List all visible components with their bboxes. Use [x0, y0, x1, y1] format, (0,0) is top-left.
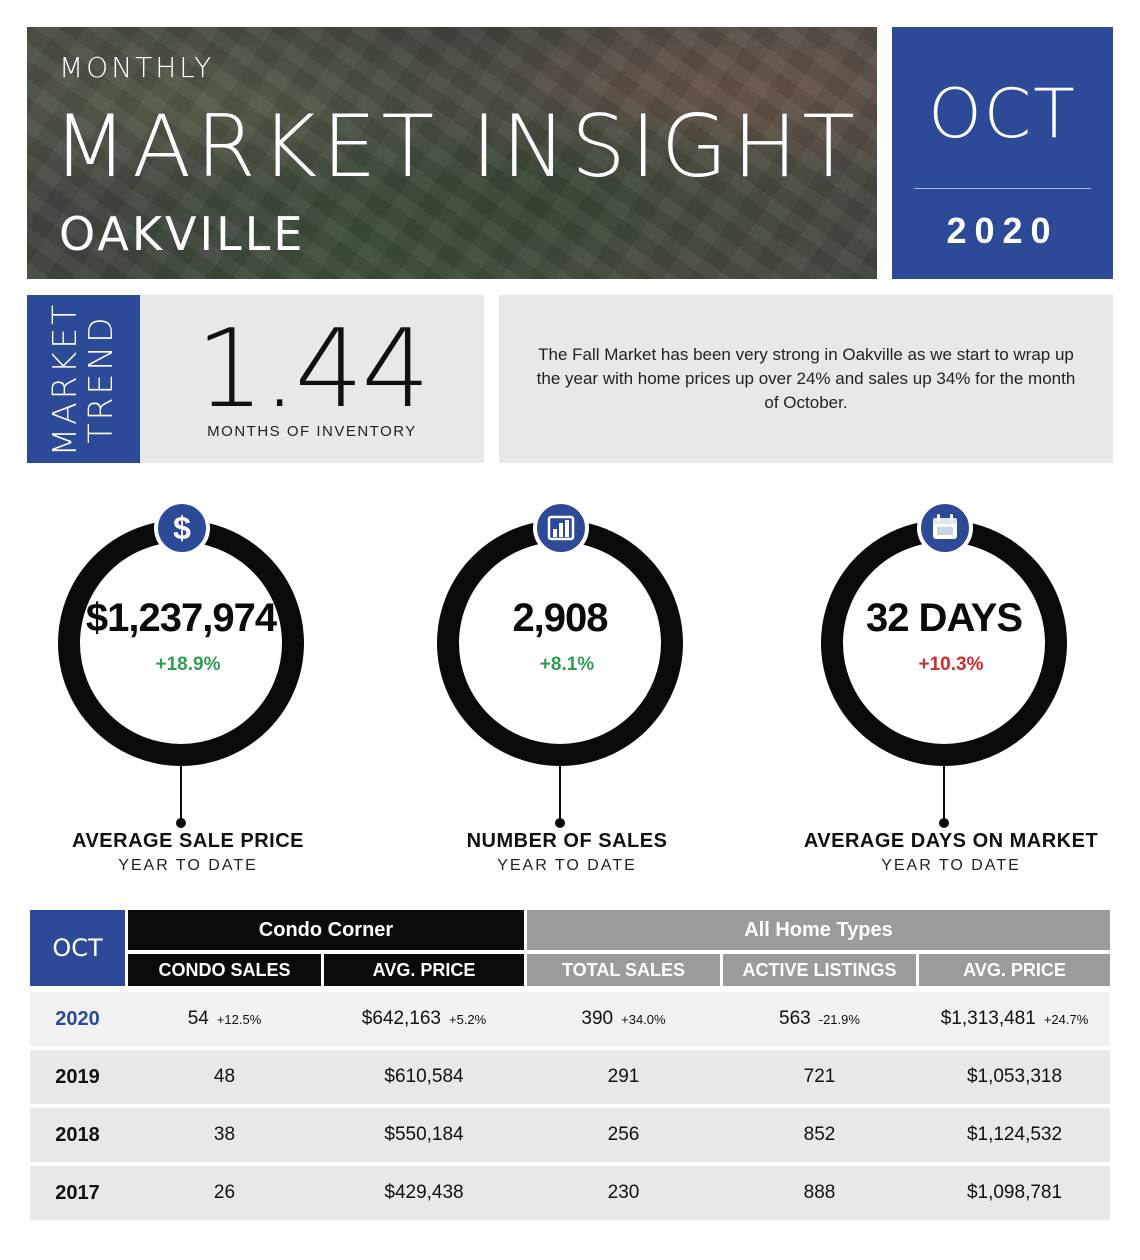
inventory-box: 1.44 MONTHS OF INVENTORY: [140, 295, 484, 463]
column-header-active-listings: ACTIVE LISTINGS: [723, 954, 916, 986]
table-cell: $1,053,318: [966, 1066, 1063, 1087]
row-year: 2018: [55, 1124, 100, 1146]
table-cell: $1,098,781: [966, 1182, 1063, 1203]
table-cell: $1,124,532: [966, 1124, 1063, 1145]
stat-label: AVERAGE SALE PRICE: [72, 830, 304, 852]
stat-value: $1,237,974: [85, 596, 277, 640]
trend-tab-line1: MARKET: [45, 301, 84, 457]
date-year: 2020: [946, 210, 1059, 251]
table-cell: 291: [607, 1066, 640, 1087]
summary-text: The Fall Market has been very strong in …: [536, 345, 1076, 412]
table-row: 2018 38 $550,184 256 852 $1,124,532: [30, 1108, 1110, 1162]
calendar-icon: [917, 500, 973, 556]
table-cell: $642,163 +5.2%: [361, 1008, 487, 1029]
stat-ring: [58, 520, 304, 766]
table-cell: 390 +34.0%: [581, 1008, 666, 1029]
table-cell: $429,438: [384, 1182, 464, 1203]
table-cell: $1,313,481 +24.7%: [940, 1008, 1089, 1029]
trend-tab-line2: TREND: [81, 314, 120, 444]
table-cell: 852: [803, 1124, 836, 1145]
table-row: 2020 54 +12.5% $642,163 +5.2% 390 +34.0% 56…: [30, 992, 1110, 1046]
table-cell: 230: [607, 1182, 640, 1203]
stat-connector-dot: [176, 818, 186, 828]
date-divider: [914, 188, 1091, 189]
market-trend-tab: MARKET TREND: [27, 295, 140, 463]
stat-ring: [821, 520, 1067, 766]
stat-ring: [437, 520, 683, 766]
stat-days-on-market: 32 DAYS +10.3% AVERAGE DAYS ON MARKET YE…: [804, 500, 1098, 880]
stat-sublabel: YEAR TO DATE: [881, 857, 1021, 874]
table-corner-month: OCT: [30, 910, 125, 986]
stat-connector-dot: [555, 818, 565, 828]
stat-connector: [943, 766, 945, 822]
stat-change: +10.3%: [918, 654, 984, 675]
city-name: OAKVILLE: [59, 207, 306, 261]
table-cell: $550,184: [384, 1124, 464, 1145]
table-row: 2017 26 $429,438 230 888 $1,098,781: [30, 1166, 1110, 1220]
table-cell: 38: [213, 1124, 236, 1145]
stat-label: AVERAGE DAYS ON MARKET: [803, 830, 1099, 852]
table-cell: $610,584: [384, 1066, 464, 1087]
table-cell: 721: [803, 1066, 836, 1087]
table-cell: 563 -21.9%: [779, 1008, 860, 1029]
stat-connector-dot: [939, 818, 949, 828]
inventory-label: MONTHS OF INVENTORY: [207, 423, 417, 440]
stat-number-of-sales: 2,908 +8.1% NUMBER OF SALES YEAR TO DATE: [437, 500, 697, 880]
table-cell: 888: [803, 1182, 836, 1203]
table-cell: 54 +12.5%: [187, 1008, 262, 1029]
column-header-total-sales: TOTAL SALES: [527, 954, 720, 986]
date-month: OCT: [928, 75, 1077, 154]
stat-label: NUMBER OF SALES: [466, 830, 668, 852]
table-row: 2019 48 $610,584 291 721 $1,053,318: [30, 1050, 1110, 1104]
summary-box: The Fall Market has been very strong in …: [499, 295, 1113, 463]
stat-change: +8.1%: [539, 654, 595, 675]
group-header-condo: Condo Corner: [128, 910, 524, 950]
column-header-condo-sales: CONDO SALES: [128, 954, 321, 986]
stat-sublabel: YEAR TO DATE: [118, 857, 258, 874]
stat-average-sale-price: $ $1,237,974 +18.9% AVERAGE SALE PRICE Y…: [58, 500, 318, 880]
bar-chart-icon: [533, 500, 589, 556]
column-header-all-avg-price: AVG. PRICE: [919, 954, 1110, 986]
stat-value: 32 DAYS: [865, 596, 1023, 640]
row-year: 2017: [55, 1182, 100, 1204]
stat-connector: [180, 766, 182, 822]
hero-banner: MONTHLY MARKET INSIGHT OAKVILLE: [27, 27, 877, 279]
column-header-condo-avg-price: AVG. PRICE: [324, 954, 524, 986]
row-year: 2020: [55, 1008, 100, 1030]
page-title: MARKET INSIGHT: [53, 97, 860, 197]
stat-value: 2,908: [512, 596, 608, 640]
stat-change: +18.9%: [155, 654, 221, 675]
group-header-all-homes: All Home Types: [527, 910, 1110, 950]
stat-connector: [559, 766, 561, 822]
table-cell: 48: [213, 1066, 236, 1087]
table-cell: 256: [607, 1124, 640, 1145]
row-year: 2019: [55, 1066, 100, 1088]
hero-kicker: MONTHLY: [59, 51, 215, 84]
stat-sublabel: YEAR TO DATE: [497, 857, 637, 874]
dollar-icon: $: [154, 500, 210, 556]
inventory-value: 1.44: [195, 307, 430, 432]
table-cell: 26: [213, 1182, 236, 1203]
date-box: OCT 2020: [892, 27, 1113, 279]
